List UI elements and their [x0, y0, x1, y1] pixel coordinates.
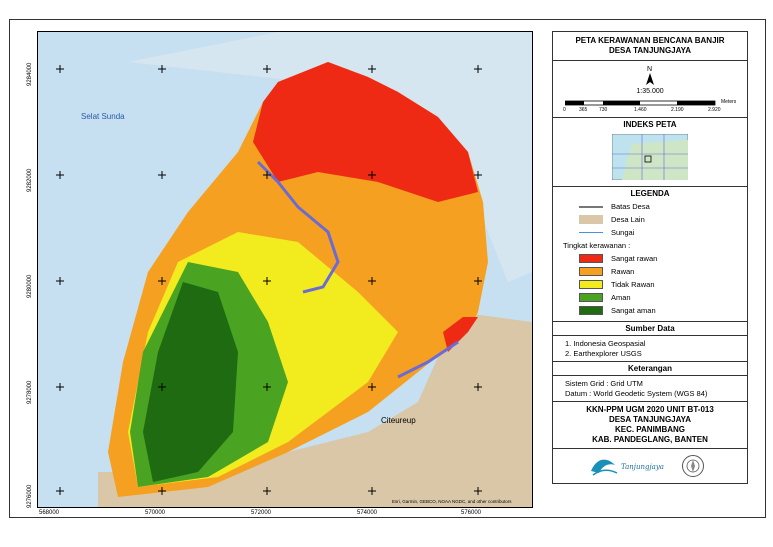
x-tick-2: 570000	[145, 510, 166, 516]
map-info-panel: PETA KERAWANAN BENCANA BANJIR DESA TANJU…	[552, 31, 748, 484]
scale-tick: 1.460	[634, 107, 647, 113]
sea-label: Selat Sunda	[81, 112, 125, 121]
grid-crosses	[56, 65, 482, 495]
x-tick-1: 568000	[39, 510, 60, 516]
attribution: Esri, Garmin, GEBCO, NOAA NGDC, and othe…	[392, 499, 512, 504]
river-main	[256, 160, 340, 294]
legend-label: Desa Lain	[611, 215, 645, 224]
legend-item-tidak-rawan: Tidak Rawan	[553, 278, 747, 291]
scale-bar	[565, 100, 716, 106]
y-tick-4: 9278000	[27, 380, 33, 404]
north-arrow-icon: N	[646, 66, 654, 85]
credit-line: KKN-PPM UGM 2020 UNIT BT-013	[586, 405, 714, 414]
legend-item-desa-lain: Desa Lain	[553, 213, 747, 226]
legend-item-aman: Aman	[553, 291, 747, 304]
notes-title: Keterangan	[553, 362, 747, 376]
y-tick-1: 9284000	[27, 62, 33, 86]
legend-label: Aman	[611, 293, 631, 302]
credit-line: KEC. PANIMBANG	[614, 425, 686, 434]
legend-label: Tidak Rawan	[611, 280, 655, 289]
other-village-land	[98, 312, 532, 507]
scale-unit: Meters	[721, 99, 737, 105]
x-tick-5: 576000	[461, 510, 482, 516]
town-label: Citeureup	[381, 416, 416, 425]
legend-level-title: Tingkat kerawanan :	[563, 241, 631, 250]
zone-sangat-rawan-east	[443, 317, 478, 352]
index-section: INDEKS PETA	[553, 118, 747, 187]
scale-tick: 2.920	[708, 107, 721, 113]
zone-sangat-rawan	[253, 62, 478, 202]
legend-title: LEGENDA	[630, 189, 670, 198]
index-title: INDEKS PETA	[623, 120, 677, 129]
river-east	[397, 340, 459, 379]
legend-item-sungai: Sungai	[553, 226, 747, 239]
x-tick-4: 574000	[357, 510, 378, 516]
scale-tick: 730	[599, 107, 608, 113]
map-canvas[interactable]: Selat Sunda Citeureup Esri, Garmin, GEBC…	[37, 31, 533, 508]
legend-label: Batas Desa	[611, 202, 650, 211]
svg-text:N: N	[647, 66, 652, 73]
scale-text: 1:35.000	[636, 88, 664, 95]
zone-sangat-aman	[143, 282, 238, 482]
y-tick-2: 9282000	[27, 168, 33, 192]
map-frame	[9, 19, 766, 518]
title-line2: DESA TANJUNGJAYA	[608, 46, 692, 55]
legend-item-sangat-rawan: Sangat rawan	[553, 252, 747, 265]
legend-item-rawan: Rawan	[553, 265, 747, 278]
source-item: 2. Earthexplorer USGS	[565, 349, 642, 358]
sources-title: Sumber Data	[553, 322, 747, 336]
kkn-logo-text: Tanjungjaya	[621, 463, 664, 471]
map-title: PETA KERAWANAN BENCANA BANJIR DESA TANJU…	[553, 32, 747, 61]
legend-item-batas-desa: Batas Desa	[553, 200, 747, 213]
notes-section: Keterangan Sistem Grid : Grid UTM Datum …	[553, 362, 747, 402]
legend-label: Sungai	[611, 228, 635, 237]
index-map	[612, 134, 688, 180]
scale-tick: 0	[563, 107, 566, 113]
logos-section: Tanjungjaya	[553, 449, 747, 483]
note-item: Datum : World Geodetic System (WGS 84)	[565, 389, 708, 398]
legend-label: Sangat rawan	[611, 254, 658, 263]
note-item: Sistem Grid : Grid UTM	[565, 379, 643, 388]
sources-section: Sumber Data 1. Indonesia Geospasial 2. E…	[553, 322, 747, 362]
scale-section: N 1:35.000 0 365 730 1.460 2.190 2.920 M…	[553, 61, 747, 118]
y-tick-3: 9280000	[27, 274, 33, 298]
y-tick-5: 9276000	[27, 484, 33, 508]
title-line1: PETA KERAWANAN BENCANA BANJIR	[575, 36, 725, 45]
legend-label: Rawan	[611, 267, 635, 276]
source-item: 1. Indonesia Geospasial	[565, 339, 646, 348]
credit-line: KAB. PANDEGLANG, BANTEN	[592, 435, 708, 444]
credit-line: DESA TANJUNGJAYA	[608, 415, 692, 424]
scale-tick: 365	[579, 107, 588, 113]
land-haze	[128, 32, 532, 282]
ugm-seal-icon	[682, 455, 704, 477]
credits-section: KKN-PPM UGM 2020 UNIT BT-013 DESA TANJUN…	[553, 402, 747, 449]
legend-item-sangat-aman: Sangat aman	[553, 304, 747, 317]
scale-tick: 2.190	[671, 107, 684, 113]
legend-label: Sangat aman	[611, 306, 656, 315]
x-tick-3: 572000	[251, 510, 272, 516]
map-svg	[38, 32, 532, 507]
legend-section: LEGENDA Batas Desa Desa Lain Sungai Ting…	[553, 187, 747, 322]
kkn-wave-logo-icon	[591, 459, 618, 476]
